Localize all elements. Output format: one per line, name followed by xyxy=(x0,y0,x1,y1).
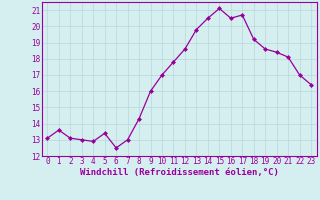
X-axis label: Windchill (Refroidissement éolien,°C): Windchill (Refroidissement éolien,°C) xyxy=(80,168,279,177)
